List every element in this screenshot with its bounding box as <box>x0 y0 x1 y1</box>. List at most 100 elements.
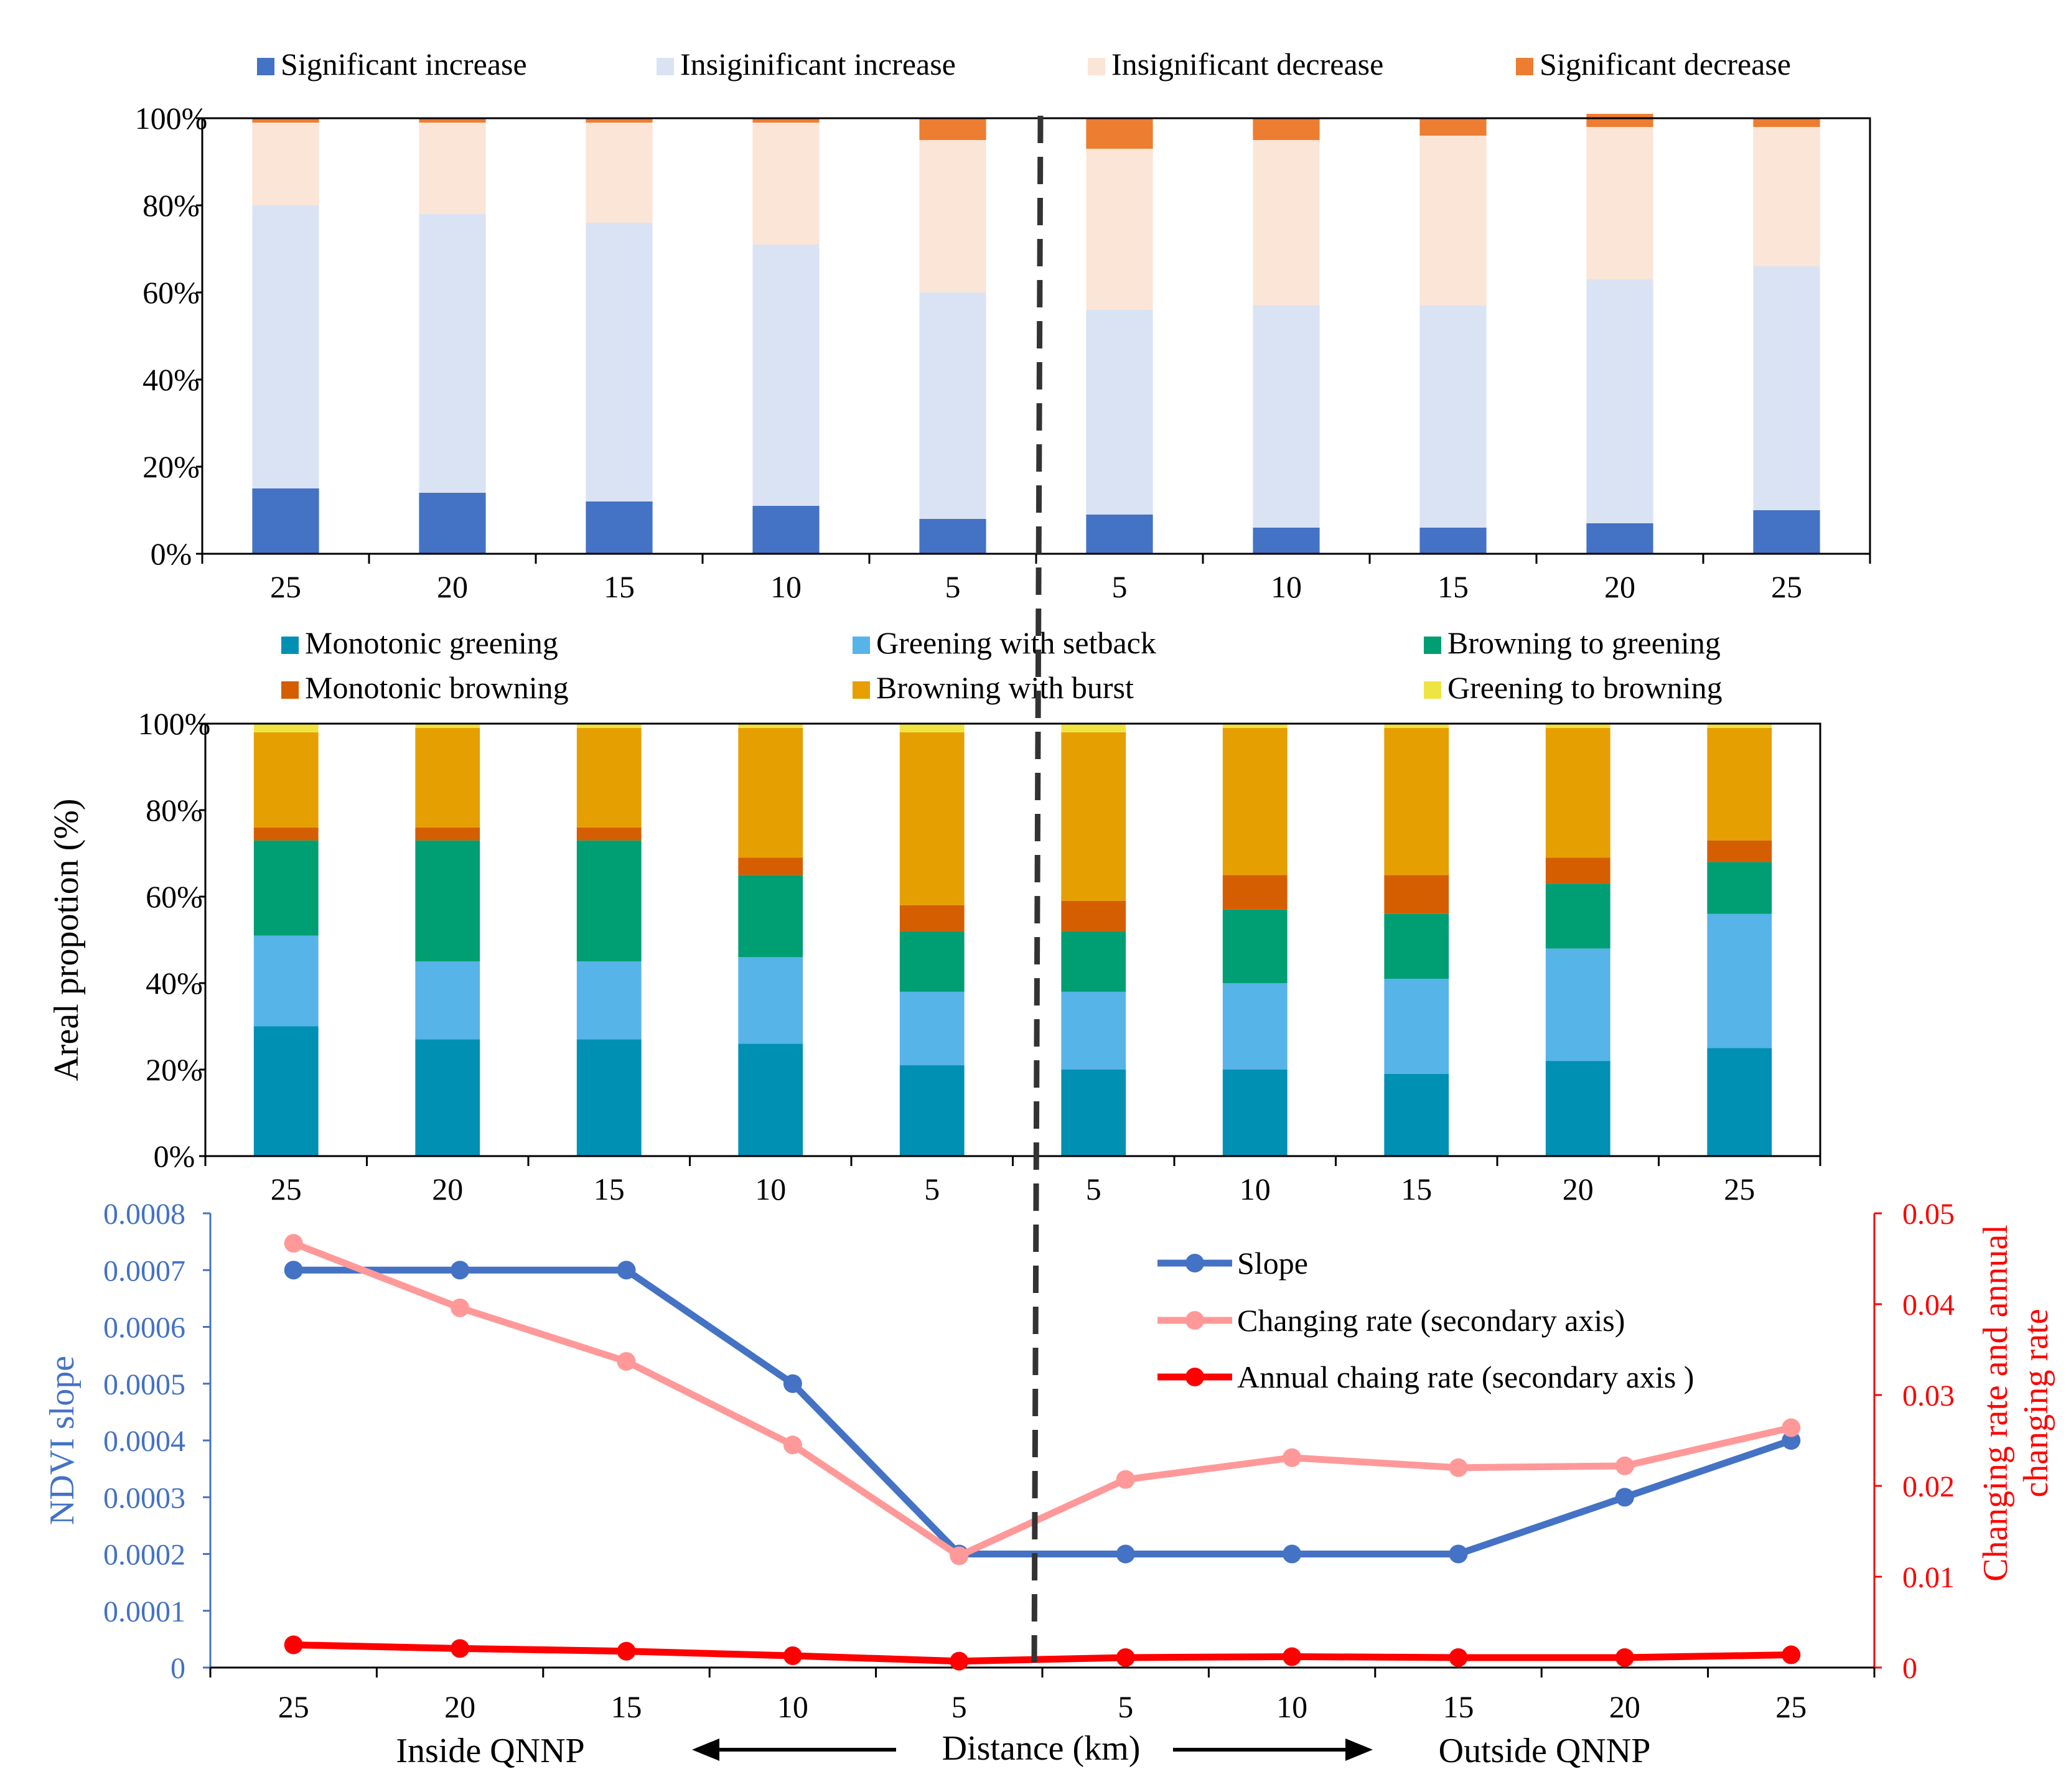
ytick-label-2-1: 20% <box>146 1052 203 1087</box>
bar-1-2-1 <box>419 123 486 214</box>
series-point-2-2 <box>617 1641 636 1661</box>
ytick-label-1-0: 0% <box>151 536 192 571</box>
series-point-2-0 <box>284 1635 303 1654</box>
series-point-0-7 <box>1449 1544 1468 1564</box>
bar-2-3-1 <box>415 827 480 841</box>
bar-2-1-8 <box>1545 948 1611 1062</box>
bar-1-1-7 <box>1419 306 1487 528</box>
y2-axis-label-line2: changing rate <box>2017 1309 2055 1497</box>
legend-label-2-4: Browning with burst <box>876 670 1134 705</box>
bar-1-0-5 <box>1086 515 1153 554</box>
bar-1-3-5 <box>1086 118 1153 149</box>
bar-2-4-0 <box>253 732 319 828</box>
bar-1-3-0 <box>252 118 319 123</box>
inside-outside-divider <box>1031 115 1044 1663</box>
xtick-label-2-2: 15 <box>594 1172 625 1206</box>
bar-2-4-7 <box>1384 727 1449 875</box>
ytick-label-1-2: 40% <box>143 362 200 397</box>
y2tick-label-3-1: 0.01 <box>1902 1561 1955 1594</box>
xtick-label-1-6: 10 <box>1271 569 1302 604</box>
bar-1-3-6 <box>1253 118 1320 140</box>
xtick-label-1-0: 25 <box>270 569 301 604</box>
legend-label-1-0: Significant increase <box>281 47 527 82</box>
bar-2-2-0 <box>253 840 319 936</box>
legend-label-1-1: Insiginificant increase <box>680 47 956 82</box>
series-point-2-7 <box>1449 1648 1468 1667</box>
bar-2-0-7 <box>1384 1073 1449 1156</box>
xtick-label-2-6: 10 <box>1240 1172 1271 1206</box>
xtick-label-2-4: 5 <box>924 1172 940 1206</box>
bar-2-4-9 <box>1707 727 1772 841</box>
bar-2-5-7 <box>1384 724 1449 728</box>
y-axis-label-2: Areal propotion (%) <box>47 798 86 1081</box>
bar-1-2-5 <box>1086 149 1153 310</box>
bar-1-3-1 <box>419 118 486 123</box>
bar-1-2-3 <box>752 123 820 245</box>
ytick-label-2-0: 0% <box>154 1139 195 1174</box>
xtick-label-2-3: 10 <box>755 1172 786 1206</box>
bar-1-3-8 <box>1586 114 1653 127</box>
bar-2-1-3 <box>738 957 803 1044</box>
series-point-2-6 <box>1283 1647 1302 1666</box>
y2tick-label-3-0: 0 <box>1902 1652 1917 1685</box>
bar-1-0-6 <box>1253 528 1320 554</box>
legend-swatch-1-0 <box>257 58 274 75</box>
bar-2-2-9 <box>1707 862 1772 914</box>
ytick-label-3-0: 0 <box>171 1652 185 1685</box>
bar-2-2-3 <box>738 875 803 958</box>
bar-2-1-0 <box>253 935 319 1027</box>
series-point-1-9 <box>1782 1418 1801 1437</box>
bar-1-1-2 <box>586 223 653 502</box>
bar-2-1-5 <box>1061 991 1126 1070</box>
legend-swatch-2-1 <box>853 637 870 654</box>
series-point-1-3 <box>783 1435 802 1455</box>
bar-2-3-2 <box>576 827 642 841</box>
series-point-2-9 <box>1782 1645 1801 1664</box>
bar-2-2-7 <box>1384 913 1449 979</box>
bar-2-3-3 <box>738 857 803 875</box>
bar-1-1-8 <box>1586 279 1653 523</box>
xtick-label-3-0: 25 <box>278 1689 309 1724</box>
bar-2-3-9 <box>1707 840 1772 862</box>
ytick-label-2-2: 40% <box>146 966 203 1001</box>
bar-2-0-2 <box>576 1039 642 1156</box>
bar-1-3-2 <box>586 118 653 123</box>
xtick-label-2-9: 25 <box>1724 1172 1755 1206</box>
ytick-label-2-4: 80% <box>146 793 203 828</box>
bar-1-0-3 <box>752 506 820 554</box>
bar-2-0-5 <box>1061 1070 1126 1156</box>
bar-2-5-5 <box>1061 724 1126 732</box>
bar-2-3-4 <box>899 905 965 931</box>
y-axis-label-3: NDVI slope <box>43 1356 82 1525</box>
legend-marker-3-0 <box>1185 1254 1204 1272</box>
bar-1-2-9 <box>1753 127 1820 266</box>
ytick-label-3-5: 0.0005 <box>103 1368 185 1401</box>
series-point-1-5 <box>1116 1470 1135 1489</box>
bar-2-5-9 <box>1707 724 1772 728</box>
bar-1-0-9 <box>1753 510 1820 554</box>
bar-2-4-5 <box>1061 732 1126 901</box>
bar-2-3-0 <box>253 827 319 841</box>
bar-1-0-7 <box>1419 528 1487 554</box>
xtick-label-1-5: 5 <box>1112 569 1128 604</box>
bar-2-4-8 <box>1545 727 1611 858</box>
bar-1-0-1 <box>419 493 486 554</box>
xtick-label-2-5: 5 <box>1086 1172 1101 1206</box>
bar-2-5-2 <box>576 724 642 728</box>
bar-2-5-1 <box>415 724 480 728</box>
xtick-label-1-1: 20 <box>437 569 468 604</box>
ytick-label-1-4: 80% <box>143 188 200 223</box>
bar-2-5-6 <box>1222 724 1288 728</box>
ytick-label-1-1: 20% <box>143 449 200 484</box>
series-point-0-8 <box>1615 1488 1634 1507</box>
legend-swatch-1-1 <box>657 58 674 75</box>
legend-swatch-2-5 <box>1424 681 1441 699</box>
bar-1-2-6 <box>1253 140 1320 306</box>
legend-label-3-0: Slope <box>1237 1246 1308 1281</box>
bar-1-1-5 <box>1086 310 1153 515</box>
bar-1-1-3 <box>752 245 820 506</box>
series-point-1-4 <box>950 1546 969 1566</box>
bar-2-2-5 <box>1061 931 1126 992</box>
left-arrow-head <box>692 1738 719 1761</box>
